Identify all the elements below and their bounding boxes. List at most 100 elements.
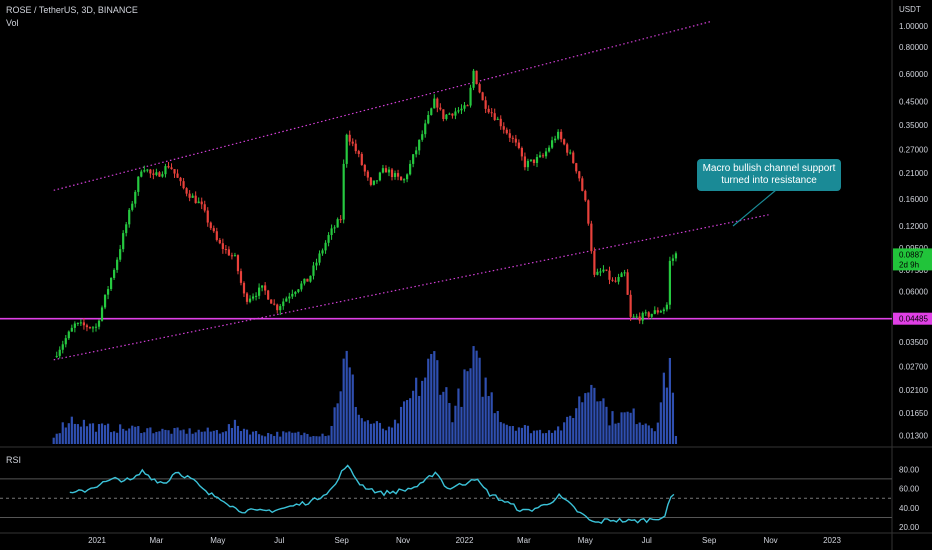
- volume-bar: [433, 351, 436, 444]
- volume-bar: [415, 377, 418, 444]
- candle-body: [430, 108, 433, 116]
- candle-body: [662, 309, 665, 312]
- candle-body: [251, 296, 255, 299]
- candle-body: [61, 344, 64, 350]
- price-tick-label: 0.02100: [899, 386, 928, 395]
- candle-body: [560, 131, 563, 140]
- volume-bar: [179, 430, 182, 444]
- volume-bar: [508, 426, 511, 444]
- candle-body: [248, 298, 252, 302]
- volume-bar: [659, 402, 662, 444]
- candle-body: [393, 173, 397, 177]
- volume-bar: [194, 432, 197, 444]
- candle-body: [623, 272, 626, 274]
- volume-indicator-label[interactable]: Vol: [6, 18, 19, 28]
- volume-bar: [424, 377, 427, 444]
- candle-body: [665, 304, 668, 310]
- bullish-channel[interactable]: [0, 20, 892, 361]
- candle-body: [55, 355, 58, 357]
- volume-bar: [557, 426, 560, 444]
- candle-body: [94, 326, 98, 328]
- volume-bar: [523, 425, 527, 444]
- last-price-badge: [893, 248, 932, 271]
- volume-bar: [209, 431, 212, 444]
- volume-bar: [76, 424, 79, 444]
- candle-body: [185, 188, 188, 194]
- time-axis[interactable]: 2021 Mar May Jul Sep Nov 2022 Mar May Jul Sep Nov 20…: [88, 536, 841, 545]
- candle-body: [550, 140, 554, 148]
- volume-bar: [541, 433, 545, 444]
- candle-body: [224, 249, 227, 251]
- candle-body: [116, 259, 119, 270]
- support-price-badge: [893, 312, 932, 325]
- volume-bar: [375, 421, 379, 444]
- volume-bar: [632, 408, 635, 444]
- annotation-callout[interactable]: Macro bullish channel support turned int…: [697, 159, 841, 191]
- rsi-tick-label: 20.00: [899, 523, 920, 532]
- price-tick-label: 0.01650: [899, 409, 928, 418]
- rsi-tick-label: 80.00: [899, 465, 920, 474]
- candle-body: [321, 250, 324, 254]
- volume-bar: [656, 422, 659, 444]
- volume-bar: [481, 396, 484, 444]
- support-price-label: 0.04485: [899, 315, 928, 324]
- volume-bar: [647, 425, 650, 444]
- volume-bar: [611, 411, 614, 444]
- candle-body: [261, 285, 264, 288]
- candle-body: [303, 278, 306, 284]
- candle-body: [668, 260, 671, 305]
- volume-bar: [396, 423, 400, 444]
- candle-body: [523, 156, 527, 168]
- volume-bar: [599, 401, 602, 444]
- candle-body: [194, 195, 197, 204]
- volume-bar: [342, 358, 345, 444]
- volume-bar: [554, 430, 557, 444]
- volume-bar: [239, 431, 243, 444]
- volume-bar: [381, 428, 385, 444]
- volume-bar: [245, 429, 249, 444]
- channel-lower-line: [53, 214, 769, 361]
- candle-body: [366, 171, 369, 178]
- candle-body: [137, 176, 140, 192]
- symbol-title[interactable]: ROSE / TetherUS, 3D, BINANCE: [6, 5, 138, 15]
- candle-body: [360, 153, 363, 165]
- volume-bar: [52, 437, 55, 444]
- volume-bar: [366, 420, 369, 444]
- candle-body: [276, 304, 279, 311]
- volume-bar: [82, 419, 86, 444]
- time-tick-label: Nov: [763, 536, 777, 545]
- candle-body: [197, 201, 200, 204]
- candle-body: [602, 269, 605, 272]
- volume-bar: [445, 387, 448, 444]
- rsi-line: [69, 464, 675, 524]
- candle-body: [230, 255, 234, 257]
- volume-bar: [134, 426, 137, 444]
- candle-body: [73, 323, 76, 328]
- volume-bar: [538, 429, 542, 444]
- volume-bar: [345, 350, 348, 444]
- volume-bar: [173, 428, 176, 444]
- volume-bar: [273, 435, 276, 444]
- volume-bar: [282, 431, 285, 444]
- volume-bar: [569, 415, 572, 444]
- candle-body: [442, 109, 445, 120]
- volume-bar: [197, 429, 200, 444]
- candle-body: [128, 209, 131, 225]
- candle-body: [67, 331, 70, 339]
- rsi-indicator-label[interactable]: RSI: [6, 455, 22, 465]
- candle-body: [282, 301, 285, 307]
- time-tick-label: 2022: [456, 536, 474, 545]
- candle-body: [206, 210, 209, 223]
- candle-body: [254, 295, 258, 297]
- volume-bar: [535, 430, 539, 444]
- candle-body: [517, 142, 520, 148]
- candle-body: [324, 242, 327, 251]
- time-tick-label: Jul: [642, 536, 652, 545]
- candle-body: [330, 228, 333, 236]
- volume-bar: [109, 432, 113, 444]
- candle-body: [88, 327, 92, 329]
- candle-body: [478, 84, 481, 93]
- volume-bar: [650, 428, 653, 444]
